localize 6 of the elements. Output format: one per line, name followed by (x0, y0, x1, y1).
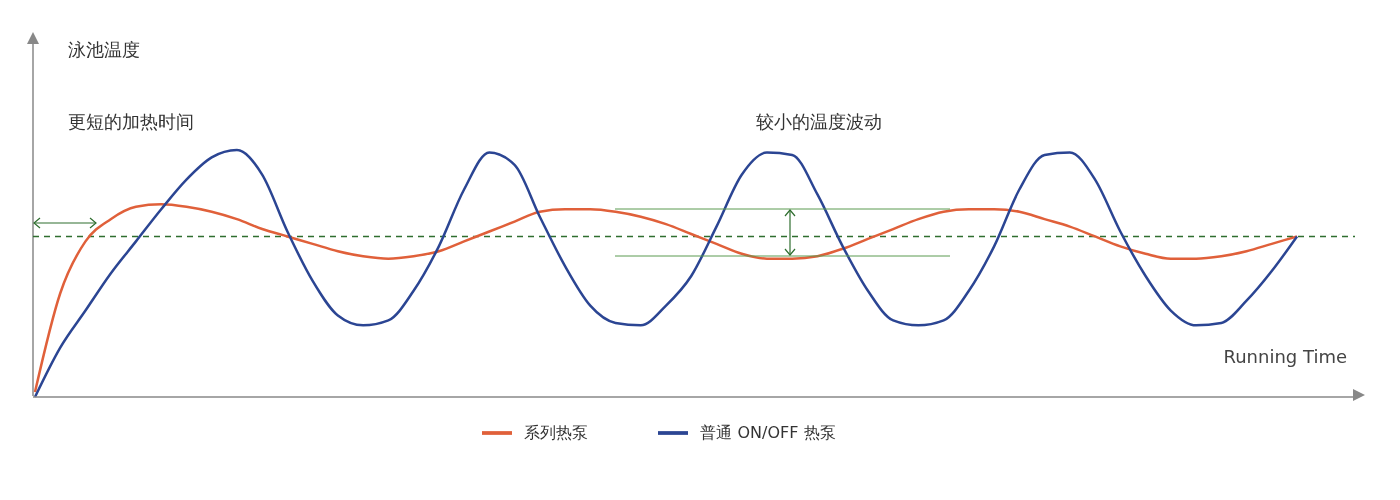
text: 更短的加热时间 (68, 110, 194, 134)
legend-label: 普通 ON/OFF 热泵 (700, 422, 836, 442)
x-axis-title: Running Time (1223, 346, 1347, 367)
legend-label: 系列热泵 (524, 422, 589, 442)
text: 泳池温度 (68, 38, 140, 62)
text: 较小的温度波动 (756, 110, 882, 134)
